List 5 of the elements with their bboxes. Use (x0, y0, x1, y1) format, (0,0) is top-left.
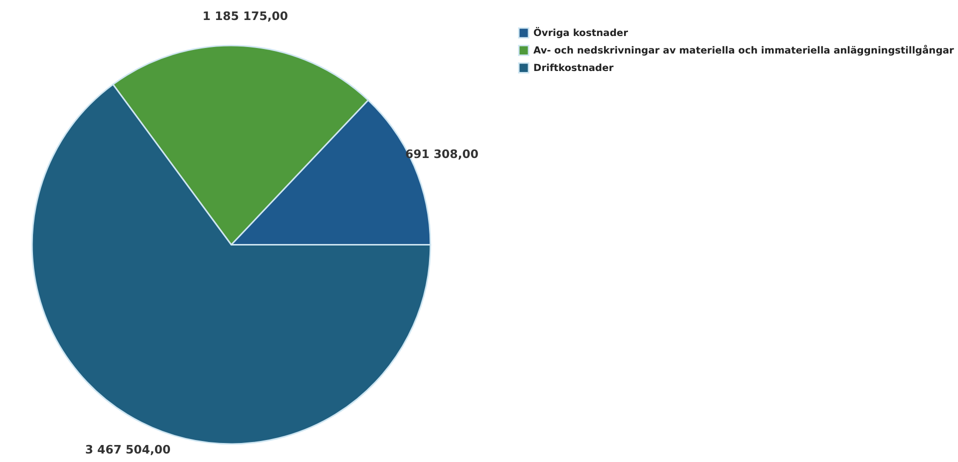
data-label: 3 467 504,00 (85, 442, 171, 456)
legend-label: Av- och nedskrivningar av materiella och immateriella anläggningstillgångar (533, 44, 954, 56)
legend-label: Övriga kostnader (533, 26, 628, 39)
data-label: 1 185 175,00 (202, 8, 288, 23)
legend-label: Driftkostnader (533, 62, 614, 74)
